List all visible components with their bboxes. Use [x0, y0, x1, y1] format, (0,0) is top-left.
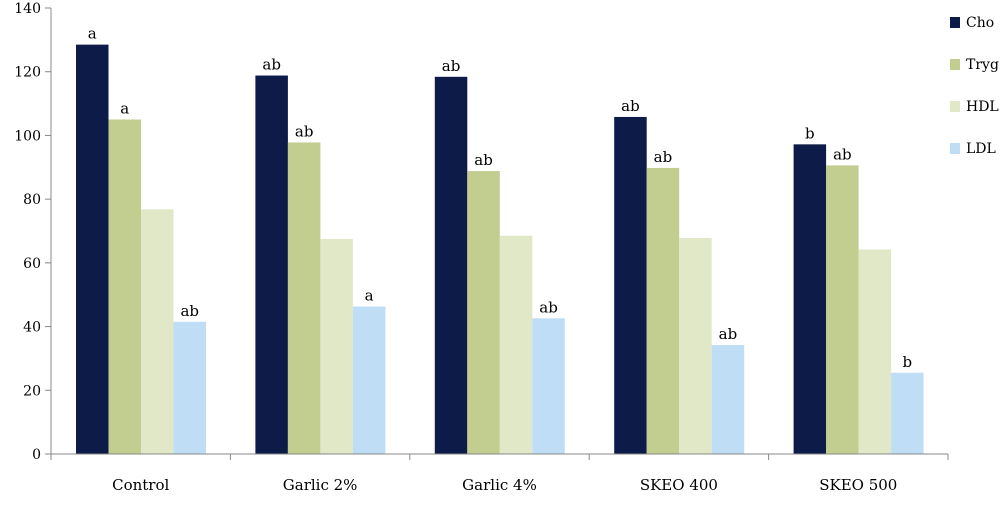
- sig-label-ldl-skeo-500: b: [903, 353, 913, 371]
- sig-label-cho-skeo-500: b: [805, 124, 815, 142]
- y-tick-label-20: 20: [23, 383, 41, 399]
- y-tick-label-100: 100: [14, 128, 41, 144]
- legend-swatch-cho: [950, 17, 960, 28]
- legend-label-cho: Cho: [966, 15, 994, 31]
- legend-swatch-hdl: [950, 101, 960, 112]
- bar-tryg-garlic-4: [467, 171, 500, 454]
- bar-cho-skeo-400: [614, 116, 647, 455]
- y-tick-label-40: 40: [23, 320, 41, 336]
- bar-ldl-garlic-4: [532, 318, 565, 454]
- bar-cho-skeo-500: [793, 144, 827, 454]
- legend: Cho Tryg HDL LDL: [950, 15, 999, 157]
- sig-label-cho-garlic-2: ab: [262, 56, 281, 74]
- bar-hdl-garlic-2: [320, 238, 353, 454]
- bar-hdl-skeo-400: [679, 238, 712, 454]
- legend-swatch-ldl: [950, 143, 960, 154]
- legend-label-tryg: Tryg: [966, 57, 999, 73]
- bar-hdl-skeo-500: [858, 249, 892, 454]
- legend-label-ldl: LDL: [966, 141, 996, 157]
- y-tick-label-80: 80: [23, 192, 41, 208]
- sig-label-tryg-garlic-2: ab: [295, 122, 314, 140]
- y-tick-label-140: 140: [14, 1, 41, 17]
- sig-label-tryg-garlic-4: ab: [474, 151, 493, 169]
- x-tick-label-garlic-4: Garlic 4%: [462, 476, 537, 494]
- x-ticks-group: Control Garlic 2% Garlic 4% SKEO 400 SKEO 50…: [50, 454, 949, 494]
- y-tick-label-60: 60: [23, 256, 41, 272]
- bar-ldl-control: [173, 321, 206, 454]
- y-ticks-group: 0 20 40 60 80 100 120 140: [14, 1, 51, 463]
- y-tick-label-120: 120: [14, 65, 41, 81]
- sig-label-cho-skeo-400: ab: [621, 97, 640, 115]
- x-tick-label-control: Control: [112, 476, 169, 494]
- sig-label-ldl-garlic-4: ab: [539, 298, 558, 316]
- axes-group: [50, 8, 948, 455]
- bar-tryg-control: [108, 119, 141, 454]
- bar-tryg-skeo-400: [646, 167, 680, 454]
- x-tick-label-skeo-500: SKEO 500: [819, 476, 897, 494]
- legend-swatch-tryg: [950, 59, 960, 70]
- sig-label-cho-garlic-4: ab: [442, 57, 461, 75]
- sig-label-tryg-skeo-500: ab: [833, 145, 852, 163]
- sig-label-tryg-control: a: [120, 100, 129, 118]
- sig-label-cho-control: a: [88, 25, 97, 43]
- bar-cho-garlic-2: [255, 75, 288, 454]
- sig-label-ldl-garlic-2: a: [365, 287, 374, 305]
- x-tick-label-skeo-400: SKEO 400: [640, 476, 718, 494]
- bar-cho-garlic-4: [434, 76, 468, 454]
- bar-ldl-garlic-2: [352, 306, 386, 454]
- bar-hdl-control: [141, 209, 174, 454]
- sig-label-ldl-control: ab: [180, 302, 199, 320]
- bars-group: [76, 44, 924, 455]
- sig-label-tryg-skeo-400: ab: [654, 148, 673, 166]
- bar-tryg-skeo-500: [826, 165, 859, 455]
- bar-hdl-garlic-4: [499, 235, 533, 454]
- sig-label-ldl-skeo-400: ab: [719, 325, 738, 343]
- x-tick-label-garlic-2: Garlic 2%: [283, 476, 358, 494]
- legend-label-hdl: HDL: [966, 99, 999, 115]
- y-tick-label-0: 0: [32, 447, 41, 463]
- bar-ldl-skeo-400: [711, 345, 745, 454]
- bar-ldl-skeo-500: [891, 372, 924, 454]
- bar-tryg-garlic-2: [287, 142, 321, 455]
- bar-cho-control: [76, 44, 109, 455]
